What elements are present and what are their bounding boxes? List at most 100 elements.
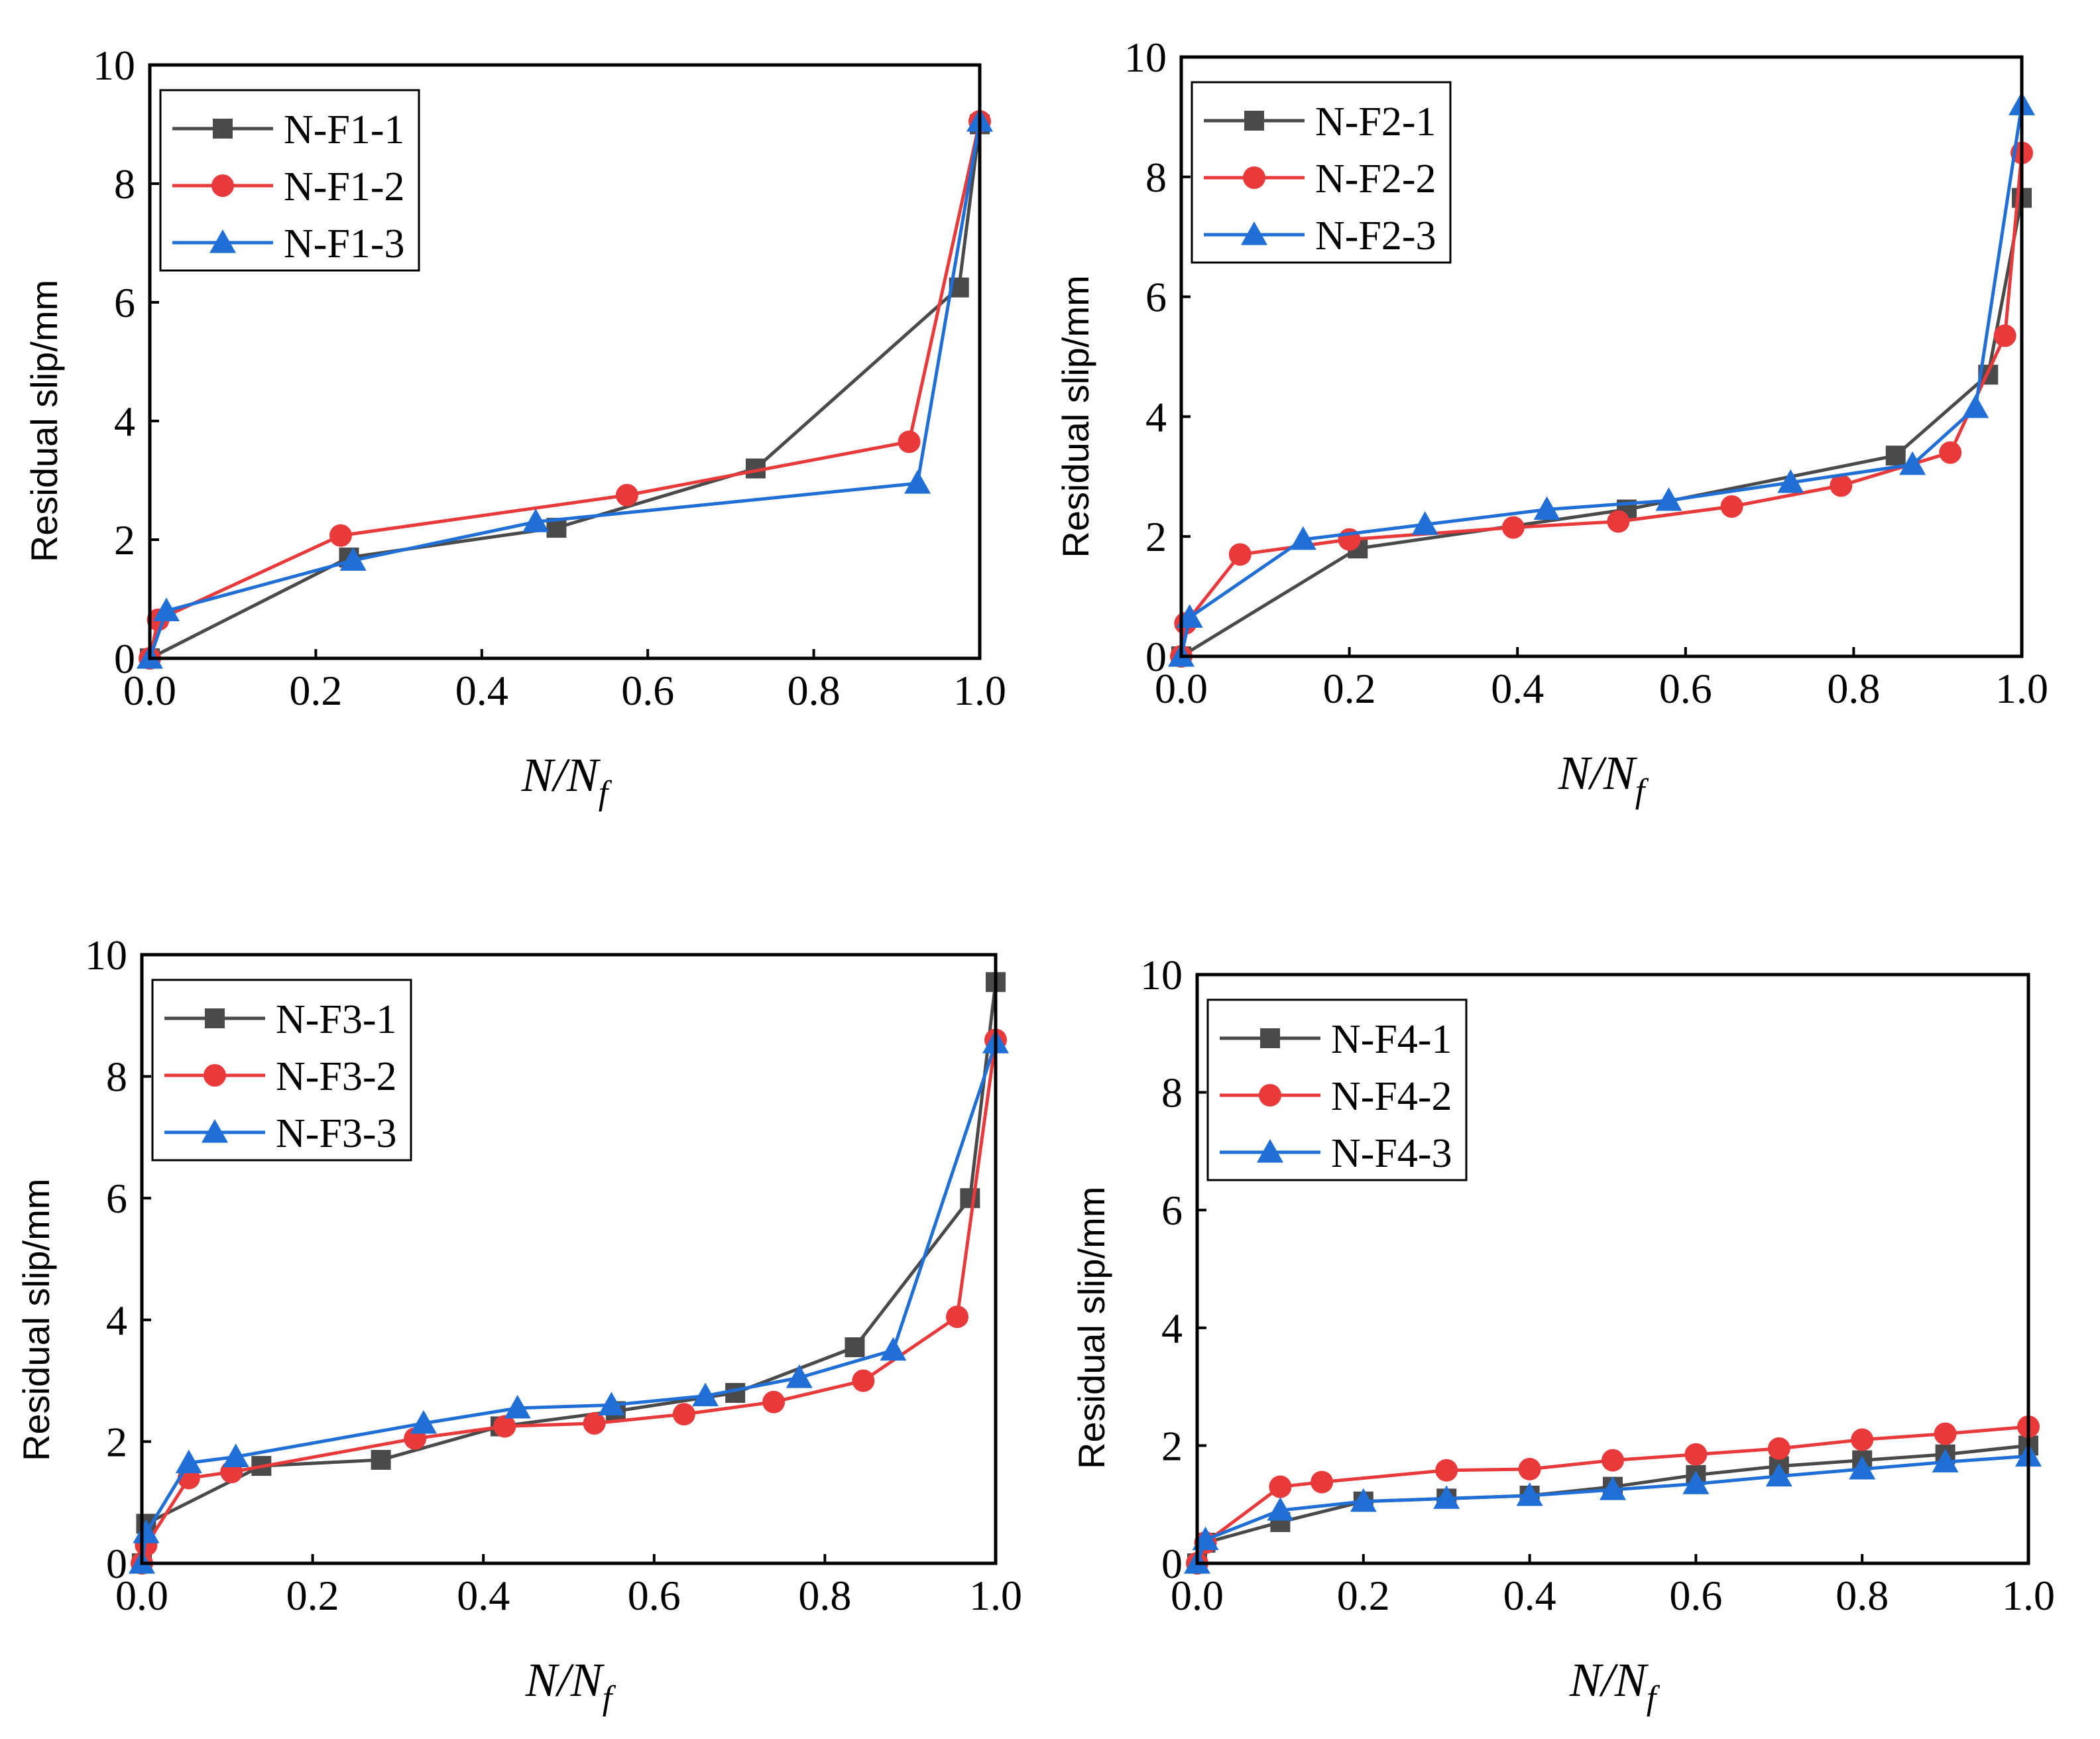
y-tick-label: 10 (1140, 951, 1183, 998)
y-tick-label: 4 (1161, 1305, 1183, 1352)
series-2-point (1602, 1449, 1624, 1472)
series-3-point (504, 1394, 531, 1419)
legend-label-1: N-F4-1 (1331, 1017, 1452, 1062)
series-2-point (762, 1390, 786, 1413)
legend-label-3: N-F2-3 (1315, 213, 1436, 259)
series-3-point (153, 597, 180, 621)
x-axis-label-main: N/N (1558, 747, 1638, 800)
legend: N-F3-1 N-F3-2 N-F3-3 (151, 979, 412, 1162)
series-3-point (692, 1382, 719, 1407)
series-3-point (1932, 1449, 1959, 1472)
legend-marker-2 (204, 1064, 226, 1087)
x-tick-label: 0.4 (455, 667, 508, 714)
series-line-1 (1180, 197, 2024, 658)
series-3-point (880, 1337, 907, 1361)
x-axis-label-subscript: f (599, 774, 612, 812)
y-tick-label: 0 (114, 635, 135, 682)
x-tick-label: 0.8 (1836, 1572, 1889, 1619)
legend-marker-3 (209, 229, 236, 253)
series-2-point (852, 1369, 875, 1392)
series-3-point (1350, 1488, 1377, 1512)
series-3-point (1600, 1476, 1626, 1500)
legend-marker-1 (213, 119, 233, 139)
series-3-point (410, 1409, 438, 1434)
x-tick-label: 0.8 (1827, 665, 1880, 712)
legend-label-2: N-F2-2 (1315, 156, 1436, 202)
y-axis-label: Residual slip/mm (1071, 1187, 1112, 1469)
chart-panel-4: 0.0 0.2 0.4 0.6 0.8 1.0 0 2 4 6 8 10 Residual slip/m… (1071, 951, 2055, 1717)
series-line-2 (140, 1040, 998, 1564)
legend-marker-3 (1241, 221, 1267, 245)
series-3-point (1682, 1470, 1710, 1494)
y-tick-label: 2 (106, 1418, 127, 1465)
chart-panel-1: 0.0 0.2 0.4 0.6 0.8 1.0 0 2 4 6 8 10 Residual slip/m… (23, 42, 1006, 812)
y-tick-label: 10 (85, 931, 127, 979)
y-tick-label: 8 (1145, 154, 1167, 201)
series-3-point (133, 1520, 160, 1543)
y-tick-label: 4 (1145, 393, 1167, 440)
legend-marker-1 (1260, 1028, 1280, 1048)
series-2-point (1993, 324, 2016, 347)
series-line-1 (148, 124, 982, 660)
x-tick-label: 0.4 (1503, 1572, 1556, 1619)
series-1-point (960, 1188, 980, 1209)
y-axis-label: Residual slip/mm (15, 1179, 57, 1461)
series-line-1 (140, 982, 998, 1564)
legend-marker-2 (1259, 1084, 1281, 1107)
series-2-point (672, 1403, 695, 1426)
x-axis-label: N/Nf (1569, 1653, 1661, 1717)
y-tick-label: 2 (1161, 1422, 1183, 1469)
x-tick-label: 1.0 (969, 1572, 1022, 1619)
x-axis-label-subscript: f (1647, 1679, 1661, 1717)
series-3-point (1289, 526, 1316, 550)
series-3-point (1192, 1526, 1219, 1551)
series-3-point (1176, 604, 1203, 628)
x-tick-label: 0.2 (289, 667, 342, 714)
series-2-point (615, 483, 638, 507)
x-tick-label: 0.0 (1155, 665, 1208, 712)
x-axis-label: N/Nf (525, 1653, 616, 1717)
series-3-point (1777, 469, 1804, 493)
series-3-point (1655, 487, 1682, 511)
series-3-point (1516, 1482, 1543, 1506)
legend-label-2: N-F4-2 (1331, 1074, 1452, 1119)
legend-marker-1 (1244, 111, 1264, 131)
y-tick-label: 10 (1124, 34, 1167, 81)
series-2-point (1830, 474, 1853, 497)
series-2-point (1228, 543, 1252, 566)
legend: N-F1-1 N-F1-2 N-F1-3 (159, 89, 420, 272)
legend: N-F2-1 N-F2-2 N-F2-3 (1191, 81, 1452, 264)
x-tick-label: 0.6 (1659, 665, 1712, 712)
series-line-3 (1195, 1454, 2029, 1564)
plot-frame (140, 953, 998, 1565)
x-axis-label-subscript: f (1635, 772, 1649, 810)
legend-label-2: N-F3-2 (276, 1054, 397, 1099)
x-tick-label: 0.4 (1491, 665, 1544, 712)
y-tick-label: 6 (1145, 274, 1167, 321)
series-1-point (845, 1337, 865, 1358)
x-axis-label-main: N/N (521, 749, 601, 802)
series-3-point (222, 1443, 249, 1467)
series-2-point (1269, 1475, 1292, 1498)
series-2-point (1607, 510, 1630, 533)
series-3-point (1899, 451, 1926, 475)
series-3-point (1433, 1485, 1460, 1509)
legend-label-3: N-F4-3 (1331, 1131, 1452, 1176)
series-3-point (904, 469, 931, 494)
series-2-point (1435, 1459, 1458, 1482)
y-tick-label: 6 (106, 1175, 127, 1222)
x-axis-label-main: N/N (1569, 1653, 1649, 1707)
series-2-point (1311, 1470, 1334, 1494)
legend-box (1191, 81, 1452, 264)
legend-label-3: N-F3-3 (276, 1111, 397, 1156)
series-3-point (1849, 1455, 1876, 1480)
x-tick-label: 0.4 (457, 1572, 510, 1619)
series-2-point (1767, 1437, 1790, 1460)
series-3-point (1411, 511, 1438, 535)
y-tick-label: 6 (114, 279, 135, 326)
series-2-point (493, 1415, 516, 1438)
x-tick-label: 0.0 (123, 667, 176, 714)
series-2-point (1851, 1428, 1874, 1451)
plot-frame (148, 63, 982, 660)
